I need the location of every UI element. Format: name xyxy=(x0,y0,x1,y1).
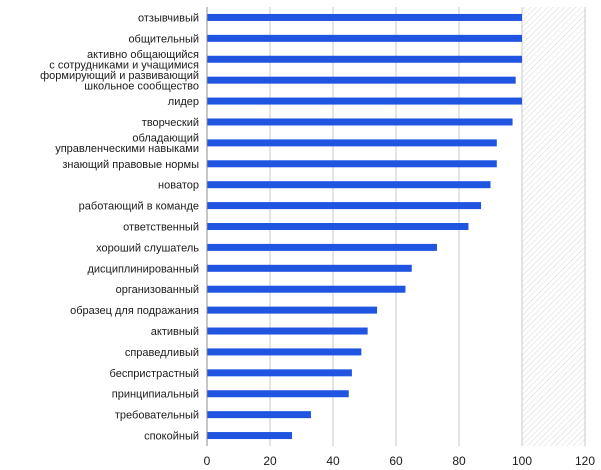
bar xyxy=(207,139,497,147)
bar xyxy=(207,202,482,210)
category-label: активный xyxy=(151,326,199,338)
bar xyxy=(207,348,362,356)
bar xyxy=(207,327,368,335)
category-label: образец для подражания xyxy=(70,305,199,317)
bar xyxy=(207,76,516,84)
category-label: спокойный xyxy=(144,431,199,443)
x-tick-label: 120 xyxy=(575,454,595,468)
x-tick-label: 40 xyxy=(326,454,340,468)
x-tick-label: 20 xyxy=(263,454,277,468)
category-label: дисциплинированный xyxy=(87,263,199,275)
category-labels: отзывчивый общительный активно общающийся с… xyxy=(40,12,199,442)
bar xyxy=(207,160,497,168)
bar xyxy=(207,97,522,105)
bar xyxy=(207,243,437,251)
category-label: формирующий и развивающий школьное сообще… xyxy=(40,70,199,93)
x-tick-labels: 0 20 40 60 80 100 120 xyxy=(204,454,596,468)
bar xyxy=(207,390,349,398)
category-label: отзывчивый xyxy=(138,12,199,24)
category-label: ответственный xyxy=(123,222,199,234)
bar xyxy=(207,181,491,189)
bar xyxy=(207,411,311,419)
x-tick-label: 60 xyxy=(389,454,403,468)
category-label: обладающий управленческими навыками xyxy=(55,133,199,156)
bar xyxy=(207,223,469,230)
category-label: активно общающийся с сотрудниками и учащи… xyxy=(49,49,199,71)
category-label: принципиальный xyxy=(112,389,199,401)
bar xyxy=(207,55,522,63)
x-tick-label: 0 xyxy=(204,454,211,468)
category-label: творческий xyxy=(142,117,199,129)
bar xyxy=(207,432,293,440)
category-label: требовательный xyxy=(115,410,199,422)
bar xyxy=(207,118,513,126)
category-label: лидер xyxy=(168,96,199,108)
hatched-region xyxy=(522,7,585,446)
category-label: общительный xyxy=(128,33,199,45)
bar xyxy=(207,369,352,377)
category-label: беспристрастный xyxy=(110,368,199,380)
bars xyxy=(207,13,522,440)
category-label: организованный xyxy=(116,284,199,296)
category-label: новатор xyxy=(158,180,199,192)
bar xyxy=(207,285,406,293)
category-label: справедливый xyxy=(125,347,199,359)
x-tick-label: 100 xyxy=(512,454,532,468)
bar xyxy=(207,306,378,314)
category-label: хороший слушатель xyxy=(96,242,199,254)
bar xyxy=(207,264,412,272)
bar xyxy=(207,13,522,21)
category-label: работающий в команде xyxy=(79,201,199,213)
x-tick-label: 80 xyxy=(452,454,466,468)
bar xyxy=(207,34,522,42)
category-label: знающий правовые нормы xyxy=(62,159,199,171)
